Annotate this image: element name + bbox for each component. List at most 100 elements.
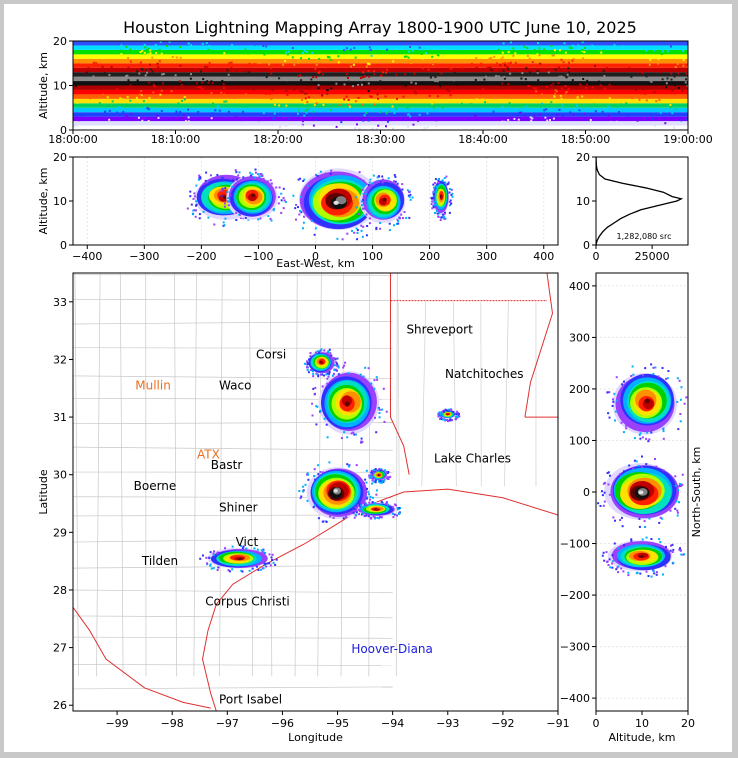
storm-speckle — [321, 520, 324, 523]
time-speckle — [448, 121, 451, 124]
storm-speckle — [599, 505, 602, 507]
time-speckle — [265, 92, 268, 95]
time-speckle — [577, 44, 580, 47]
storm-speckle — [256, 173, 259, 176]
time-speckle — [234, 103, 237, 106]
storm-speckle — [313, 393, 316, 396]
storm-speckle — [195, 200, 198, 203]
storm-speckle — [451, 195, 454, 198]
time-speckle — [75, 116, 78, 119]
time-speckle — [165, 45, 168, 47]
storm-speckle — [383, 478, 386, 481]
storm-speckle — [334, 364, 337, 367]
alt-band-1 — [73, 116, 688, 122]
time-speckle — [110, 55, 113, 58]
time-speckle — [567, 67, 570, 70]
time-speckle — [300, 79, 303, 82]
time-speckle — [654, 124, 657, 127]
storm-speckle — [644, 367, 647, 370]
storm-speckle — [264, 562, 267, 565]
storm-speckle — [272, 209, 275, 212]
storm-speckle — [328, 370, 331, 373]
time-speckle — [608, 83, 611, 86]
county-boundary — [294, 273, 298, 677]
storm-speckle — [679, 398, 682, 401]
time-speckle — [108, 109, 111, 112]
ew-cluster-2 — [292, 168, 387, 241]
time-speckle — [126, 116, 129, 119]
time-speckle — [122, 110, 125, 113]
time-speckle — [343, 98, 346, 101]
time-speckle — [524, 115, 527, 118]
storm-speckle — [396, 222, 398, 225]
x-axis-label: Longitude — [288, 731, 343, 744]
storm-speckle — [448, 419, 451, 422]
time-speckle — [407, 56, 410, 59]
time-speckle — [278, 82, 281, 85]
city-label-bastr: Bastr — [211, 458, 243, 472]
y-tick-label: 400 — [569, 280, 590, 293]
storm-speckle — [199, 557, 202, 560]
y-tick-label: 28 — [53, 584, 67, 597]
time-speckle — [119, 97, 122, 100]
time-speckle — [631, 57, 634, 59]
storm-speckle — [439, 219, 442, 222]
time-speckle — [367, 82, 370, 85]
time-speckle — [657, 58, 660, 60]
city-label-waco: Waco — [219, 378, 251, 392]
time-speckle — [157, 116, 160, 119]
time-speckle — [452, 79, 455, 82]
county-boundary — [73, 274, 393, 276]
time-speckle — [501, 105, 504, 108]
storm-speckle — [607, 412, 610, 415]
time-speckle — [635, 89, 638, 92]
time-speckle — [657, 47, 660, 50]
time-speckle — [304, 97, 307, 100]
time-speckle — [652, 110, 655, 113]
time-speckle — [489, 66, 492, 69]
storm-speckle — [671, 551, 674, 553]
storm-speckle — [368, 222, 371, 225]
storm-speckle — [204, 179, 207, 182]
storm-speckle — [248, 569, 251, 572]
time-speckle — [244, 93, 247, 96]
storm-speckle — [373, 387, 376, 390]
texas-louisiana-border — [389, 273, 410, 475]
storm-speckle — [627, 571, 630, 574]
time-speckle — [509, 61, 512, 64]
time-speckle — [218, 109, 221, 112]
time-speckle — [541, 93, 544, 96]
storm-speckle — [198, 213, 201, 216]
storm-speckle — [360, 229, 363, 232]
time-speckle — [636, 104, 639, 107]
time-speckle — [315, 119, 318, 121]
time-speckle — [608, 97, 611, 100]
time-speckle — [301, 91, 304, 93]
storm-speckle — [198, 217, 201, 220]
y-tick-label: 10 — [53, 195, 67, 208]
storm-speckle — [355, 227, 358, 230]
time-speckle — [600, 82, 603, 84]
county-boundary — [73, 446, 393, 451]
time-speckle — [300, 57, 303, 60]
time-speckle — [608, 47, 611, 49]
storm-speckle — [302, 180, 305, 182]
time-speckle — [641, 121, 644, 124]
storm-speckle — [676, 377, 679, 380]
storm-speckle — [664, 565, 667, 568]
time-speckle — [395, 73, 398, 76]
x-tick-label: −91 — [546, 717, 569, 730]
storm-speckle — [454, 417, 457, 420]
time-speckle — [242, 95, 245, 98]
time-speckle — [369, 95, 372, 98]
storm-cell-6 — [368, 468, 392, 484]
storm-speckle — [336, 365, 339, 368]
time-speckle — [638, 98, 641, 101]
storm-speckle — [323, 349, 326, 352]
storm-speckle — [371, 182, 374, 185]
storm-speckle — [680, 386, 683, 389]
storm-speckle — [212, 553, 215, 556]
time-speckle — [147, 120, 150, 122]
storm-speckle — [361, 440, 364, 443]
storm-speckle — [267, 215, 270, 218]
